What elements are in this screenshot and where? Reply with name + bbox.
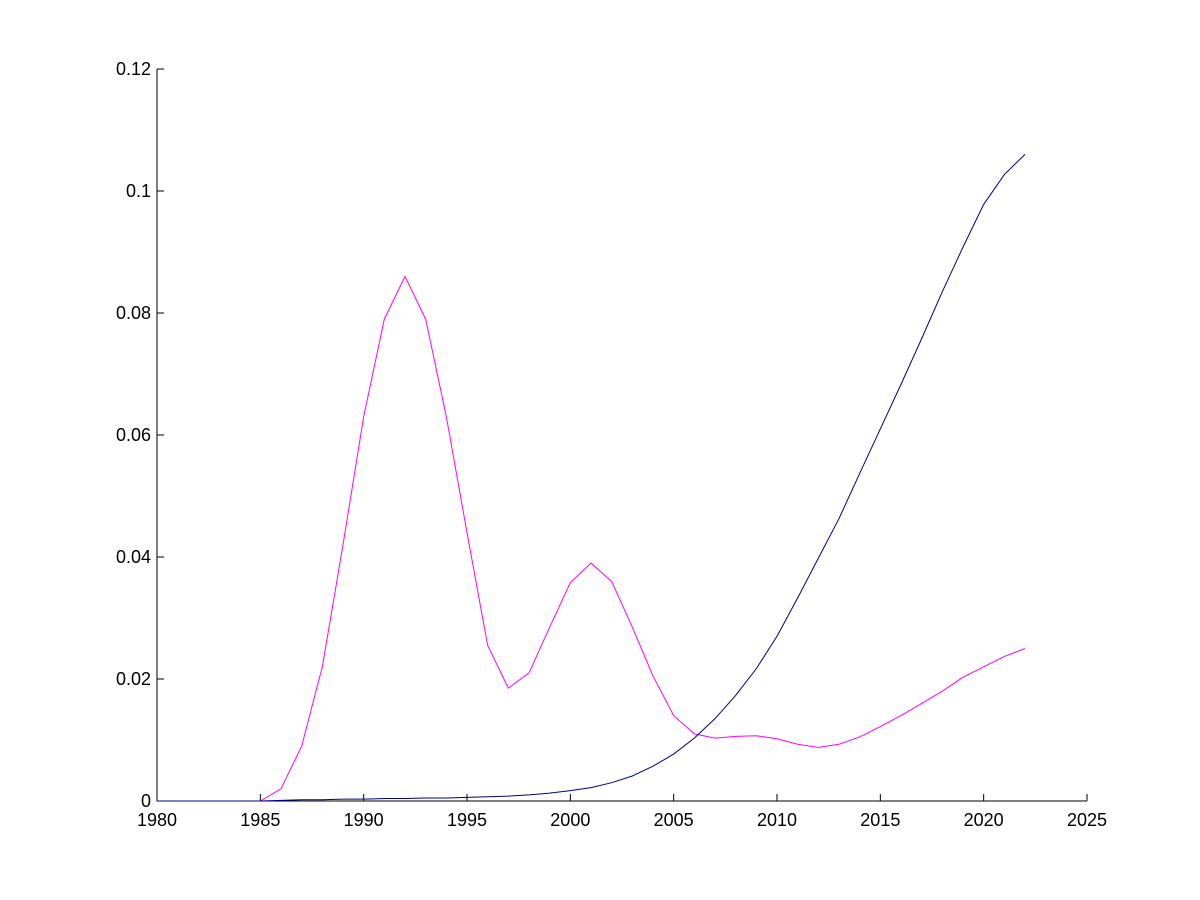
series-line-1 — [157, 275, 1026, 802]
y-tick-label: 0 — [141, 791, 151, 811]
x-tick-label: 2015 — [860, 810, 900, 830]
y-tick-label: 0.04 — [116, 547, 151, 567]
x-tick-label: 2010 — [757, 810, 797, 830]
series-line-2 — [157, 154, 1026, 802]
x-tick-label: 2025 — [1067, 810, 1107, 830]
y-tick-label: 0.12 — [116, 59, 151, 79]
x-tick-label: 1985 — [240, 810, 280, 830]
x-tick-label: 2020 — [964, 810, 1004, 830]
x-tick-label: 2005 — [654, 810, 694, 830]
y-tick-label: 0.06 — [116, 425, 151, 445]
chart-axes: 1980 1985 1990 1995 2000 2005 2010 2015 2020 2025… — [116, 59, 1107, 830]
y-tick-label: 0.02 — [116, 669, 151, 689]
y-tick-label: 0.08 — [116, 303, 151, 323]
x-tick-label: 1990 — [344, 810, 384, 830]
x-tick-label: 2000 — [550, 810, 590, 830]
y-tick-label: 0.1 — [126, 181, 151, 201]
chart-series — [157, 154, 1026, 802]
x-tick-label: 1980 — [137, 810, 177, 830]
x-tick-label: 1995 — [447, 810, 487, 830]
